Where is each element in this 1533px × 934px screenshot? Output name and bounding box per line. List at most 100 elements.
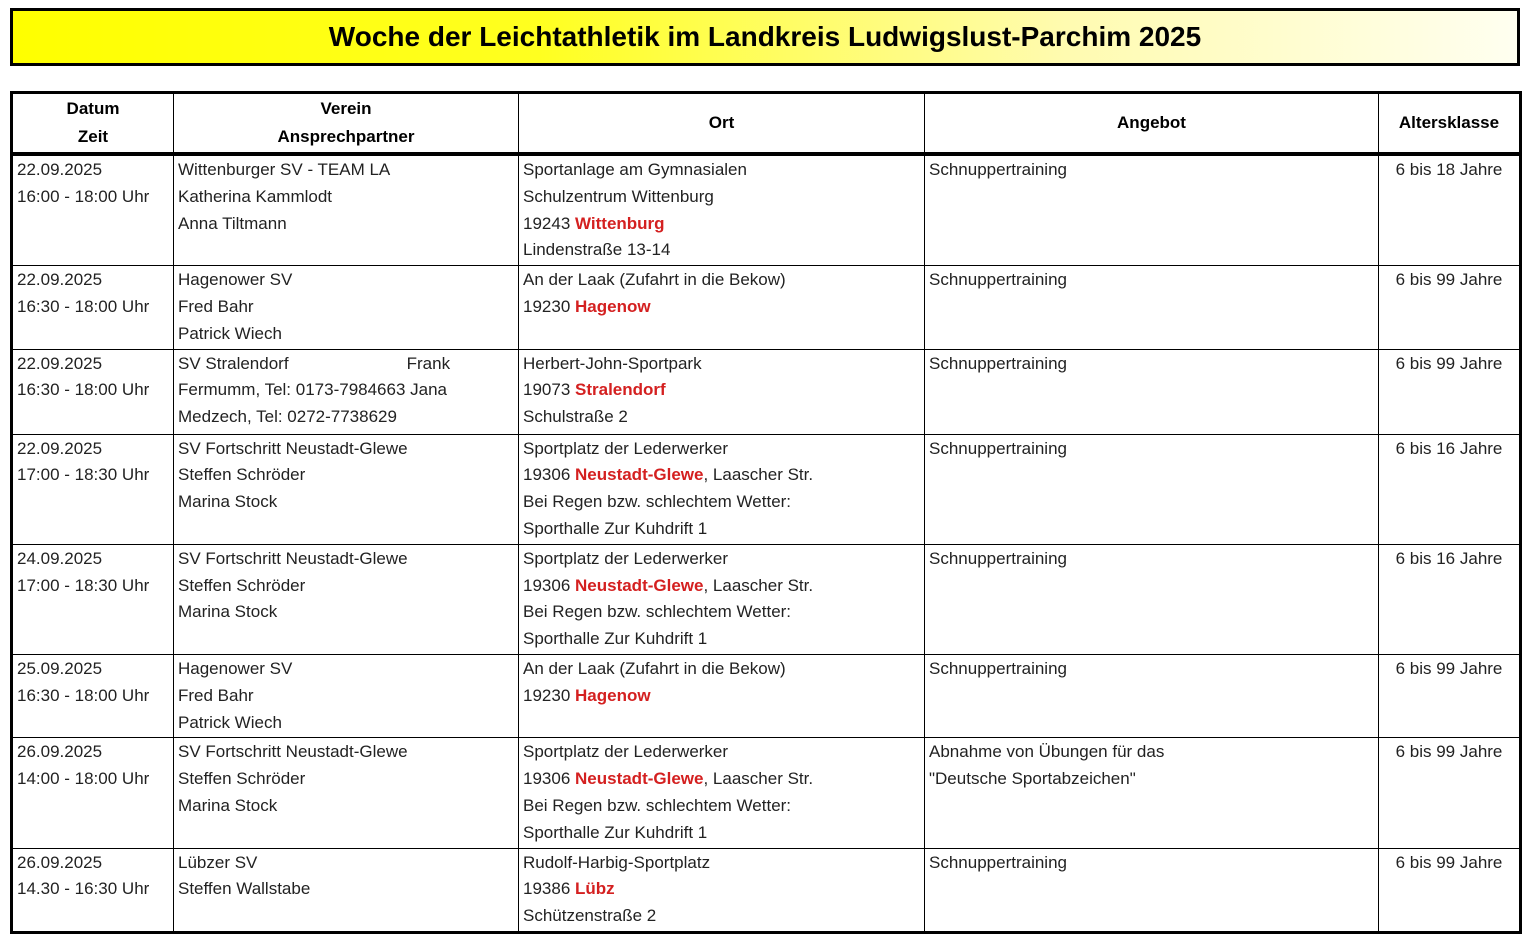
table-row: 26.09.2025 14:00 - 18:00 Uhr SV Fortschrit… (11, 737, 1521, 849)
verein-cell: Lübzer SV Steffen Wallstabe (173, 847, 519, 933)
verein-cell: Hagenower SV Fred Bahr Patrick Wiech (173, 653, 519, 739)
city-name: Neustadt-Glewe (575, 465, 704, 485)
header-verein: Verein Ansprechpartner (173, 92, 519, 156)
location-line: Sporthalle Zur Kuhdrift 1 (523, 626, 920, 653)
ort-cell: An der Laak (Zufahrt in die Bekow) 19230 … (518, 265, 925, 350)
altersklasse-cell: 6 bis 99 Jahre (1378, 265, 1521, 350)
location-text: Bei Regen bzw. schlechtem Wetter: (523, 795, 792, 815)
location-line: Lindenstraße 13-14 (523, 237, 920, 264)
location-text: Sportanlage am Gymnasialen (523, 160, 747, 179)
time: 16:30 - 18:00 Uhr (17, 685, 150, 705)
ort-cell: Sportplatz der Lederwerker 19306 Neustadt… (518, 433, 925, 545)
location-line: Sporthalle Zur Kuhdrift 1 (523, 820, 920, 847)
angebot-cell: Schnuppertraining (924, 543, 1379, 655)
ort-cell: Sportplatz der Lederwerker 19306 Neustadt… (518, 737, 925, 849)
header-label: Altersklasse (1398, 113, 1500, 132)
location-line: Herbert-John-Sportpark (523, 351, 920, 378)
club-name: Hagenower SV (178, 270, 293, 290)
club-name: Hagenower SV (178, 658, 293, 678)
time: 16:00 - 18:00 Uhr (17, 186, 150, 206)
location-line: Bei Regen bzw. schlechtem Wetter: (523, 489, 920, 516)
datum-zeit-cell: 24.09.2025 17:00 - 18:30 Uhr (11, 543, 174, 655)
location-text: 19073 (523, 380, 575, 400)
date: 22.09.2025 (17, 438, 103, 458)
location-text: 19306 (523, 575, 575, 595)
location-text: Lindenstraße 13-14 (523, 240, 671, 260)
event-table: Datum Zeit Verein Ansprechpartner Ort Angebot… (10, 91, 1522, 934)
offer-text: Schnuppertraining (929, 438, 1067, 458)
location-line: Sportanlage am Gymnasialen (523, 157, 920, 184)
time: 16:30 - 18:00 Uhr (17, 296, 150, 316)
verein-cell: SV Fortschritt Neustadt-Glewe Steffen Sch… (173, 433, 519, 545)
contact-person: Marina Stock (178, 602, 278, 622)
city-name: Stralendorf (575, 380, 666, 400)
angebot-cell: Abnahme von Übungen für das "Deutsche Spo… (924, 737, 1379, 849)
contact-person: Marina Stock (178, 795, 278, 815)
location-text: Sporthalle Zur Kuhdrift 1 (523, 518, 708, 538)
location-line: Sportplatz der Lederwerker (523, 436, 920, 463)
location-line: Bei Regen bzw. schlechtem Wetter: (523, 793, 920, 820)
location-line: 19230 Hagenow (523, 294, 920, 321)
offer-text: Schnuppertraining (929, 353, 1067, 373)
location-text: Schulstraße 2 (523, 407, 628, 427)
altersklasse-cell: 6 bis 16 Jahre (1378, 433, 1521, 545)
location-line: 19073 Stralendorf (523, 377, 920, 404)
contact-person: Fred Bahr (178, 296, 254, 316)
location-text: , Laascher Str. (703, 575, 814, 595)
header-label: Zeit (77, 127, 109, 146)
datum-zeit-cell: 22.09.2025 16:30 - 18:00 Uhr (11, 348, 174, 435)
verein-cell: SV Stralendorf Frank Fermumm, Tel: 0173-7… (173, 348, 519, 435)
location-text: 19306 (523, 769, 575, 789)
location-text: Sporthalle Zur Kuhdrift 1 (523, 629, 708, 649)
location-text: Herbert-John-Sportpark (523, 353, 702, 373)
altersklasse-cell: 6 bis 99 Jahre (1378, 653, 1521, 739)
contact-person: Fred Bahr (178, 685, 254, 705)
contact-person: Marina Stock (178, 492, 278, 512)
location-text: Bei Regen bzw. schlechtem Wetter: (523, 602, 792, 622)
header-label: Ort (708, 113, 735, 132)
altersklasse-cell: 6 bis 99 Jahre (1378, 737, 1521, 849)
location-line: Sportplatz der Lederwerker (523, 546, 920, 573)
altersklasse-cell: 6 bis 18 Jahre (1378, 153, 1521, 267)
location-text: , Laascher Str. (703, 769, 814, 789)
location-text: Sportplatz der Lederwerker (523, 438, 729, 458)
location-text: , Laascher Str. (703, 465, 814, 485)
date: 22.09.2025 (17, 353, 103, 373)
verein-cell: SV Fortschritt Neustadt-Glewe Steffen Sch… (173, 543, 519, 655)
club-name: SV Fortschritt Neustadt-Glewe (178, 438, 408, 458)
contact-person: Medzech, Tel: 0272-7738629 (178, 407, 397, 427)
location-text: Schulzentrum Wittenburg (523, 186, 714, 206)
angebot-cell: Schnuppertraining (924, 847, 1379, 933)
location-line: Sporthalle Zur Kuhdrift 1 (523, 516, 920, 543)
location-text: Sportplatz der Lederwerker (523, 548, 729, 568)
verein-cell: Wittenburger SV - TEAM LA Katherina Kamml… (173, 153, 519, 267)
date: 22.09.2025 (17, 270, 103, 290)
location-line: 19243 Wittenburg (523, 211, 920, 238)
page-title: Woche der Leichtathletik im Landkreis Lu… (10, 8, 1520, 66)
club-name: Lübzer SV (178, 852, 258, 872)
contact-person: Steffen Schröder (178, 769, 306, 789)
location-line: An der Laak (Zufahrt in die Bekow) (523, 656, 920, 683)
location-line: Sportplatz der Lederwerker (523, 739, 920, 766)
location-text: 19230 (523, 685, 575, 705)
time: 17:00 - 18:30 Uhr (17, 465, 150, 485)
table-row: 26.09.2025 14.30 - 16:30 Uhr Lübzer SV Stef… (11, 847, 1521, 933)
location-text: An der Laak (Zufahrt in die Bekow) (523, 270, 786, 290)
location-text: 19243 (523, 213, 575, 233)
location-line: 19306 Neustadt-Glewe, Laascher Str. (523, 766, 920, 793)
verein-cell: SV Fortschritt Neustadt-Glewe Steffen Sch… (173, 737, 519, 849)
time: 14:00 - 18:00 Uhr (17, 769, 150, 789)
angebot-cell: Schnuppertraining (924, 433, 1379, 545)
table-row: 25.09.2025 16:30 - 18:00 Uhr Hagenower SV F… (11, 653, 1521, 739)
location-line: An der Laak (Zufahrt in die Bekow) (523, 267, 920, 294)
club-name: SV Fortschritt Neustadt-Glewe (178, 742, 408, 762)
location-line: 19386 Lübz (523, 876, 920, 903)
location-text: Sportplatz der Lederwerker (523, 742, 729, 762)
city-name: Neustadt-Glewe (575, 769, 704, 789)
location-line: 19306 Neustadt-Glewe, Laascher Str. (523, 462, 920, 489)
datum-zeit-cell: 22.09.2025 16:30 - 18:00 Uhr (11, 265, 174, 350)
contact-person: Anna Tiltmann (178, 213, 287, 233)
city-name: Neustadt-Glewe (575, 575, 704, 595)
header-ort: Ort (518, 92, 925, 156)
club-name: SV Stralendorf Frank (178, 353, 451, 373)
